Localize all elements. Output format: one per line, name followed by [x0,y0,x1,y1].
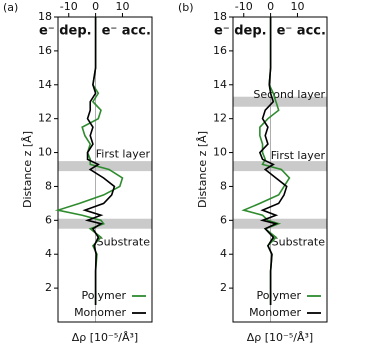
legend-label: Monomer [249,306,301,319]
x-tick-label: 0 [92,0,99,13]
plot-frame [232,16,328,323]
layer-band [233,161,327,172]
layer-band [58,161,152,172]
y-tick-label: 8 [45,179,52,192]
series-line [258,17,288,306]
layer-band [233,96,327,107]
legend-label: Monomer [74,306,126,319]
y-tick-label: 2 [45,281,52,294]
x-tick-label: 0 [267,0,274,13]
panel-label: (b) [178,1,194,14]
y-tick-label: 14 [38,78,52,91]
x-axis-label: Δρ [10⁻⁵/Å³] [72,331,138,344]
x-tick-label: 10 [290,0,304,13]
x-axis-label: Δρ [10⁻⁵/Å³] [247,331,313,344]
y-tick-label: 2 [220,281,227,294]
y-tick-label: 6 [220,213,227,226]
layer-label: Second layer [253,88,325,101]
layer-band [58,218,152,229]
x-tick-label: 10 [115,0,129,13]
y-tick-label: 12 [213,112,227,125]
y-tick-label: 16 [213,44,227,57]
annotation: e⁻ acc. [277,24,326,39]
layer-label: Substrate [97,235,151,248]
x-tick-label: -10 [60,0,78,13]
y-axis-label: Distance z [Å] [196,131,209,208]
y-tick-label: 10 [213,146,227,159]
y-tick-label: 12 [38,112,52,125]
annotation: e⁻ acc. [102,24,151,39]
y-tick-label: 18 [38,10,52,23]
layer-label: First layer [96,147,151,160]
y-tick-label: 14 [213,78,227,91]
annotation: e⁻ dep. [214,24,267,39]
layer-label: Substrate [272,235,326,248]
series-line [54,17,124,306]
x-tick-label: -10 [235,0,253,13]
legend-label: Polymer [81,289,126,302]
y-tick-label: 10 [38,146,52,159]
series-line [82,17,116,306]
y-tick-label: 8 [220,179,227,192]
y-tick-label: 4 [220,247,227,260]
annotation: e⁻ dep. [39,24,92,39]
panel-label: (a) [3,1,18,14]
plot-frame [57,16,153,323]
layer-label: First layer [271,149,326,162]
legend-label: Polymer [256,289,301,302]
series-line [241,17,291,306]
y-axis-label: Distance z [Å] [21,131,34,208]
y-tick-label: 6 [45,213,52,226]
y-tick-label: 18 [213,10,227,23]
y-tick-label: 4 [45,247,52,260]
y-tick-label: 16 [38,44,52,57]
